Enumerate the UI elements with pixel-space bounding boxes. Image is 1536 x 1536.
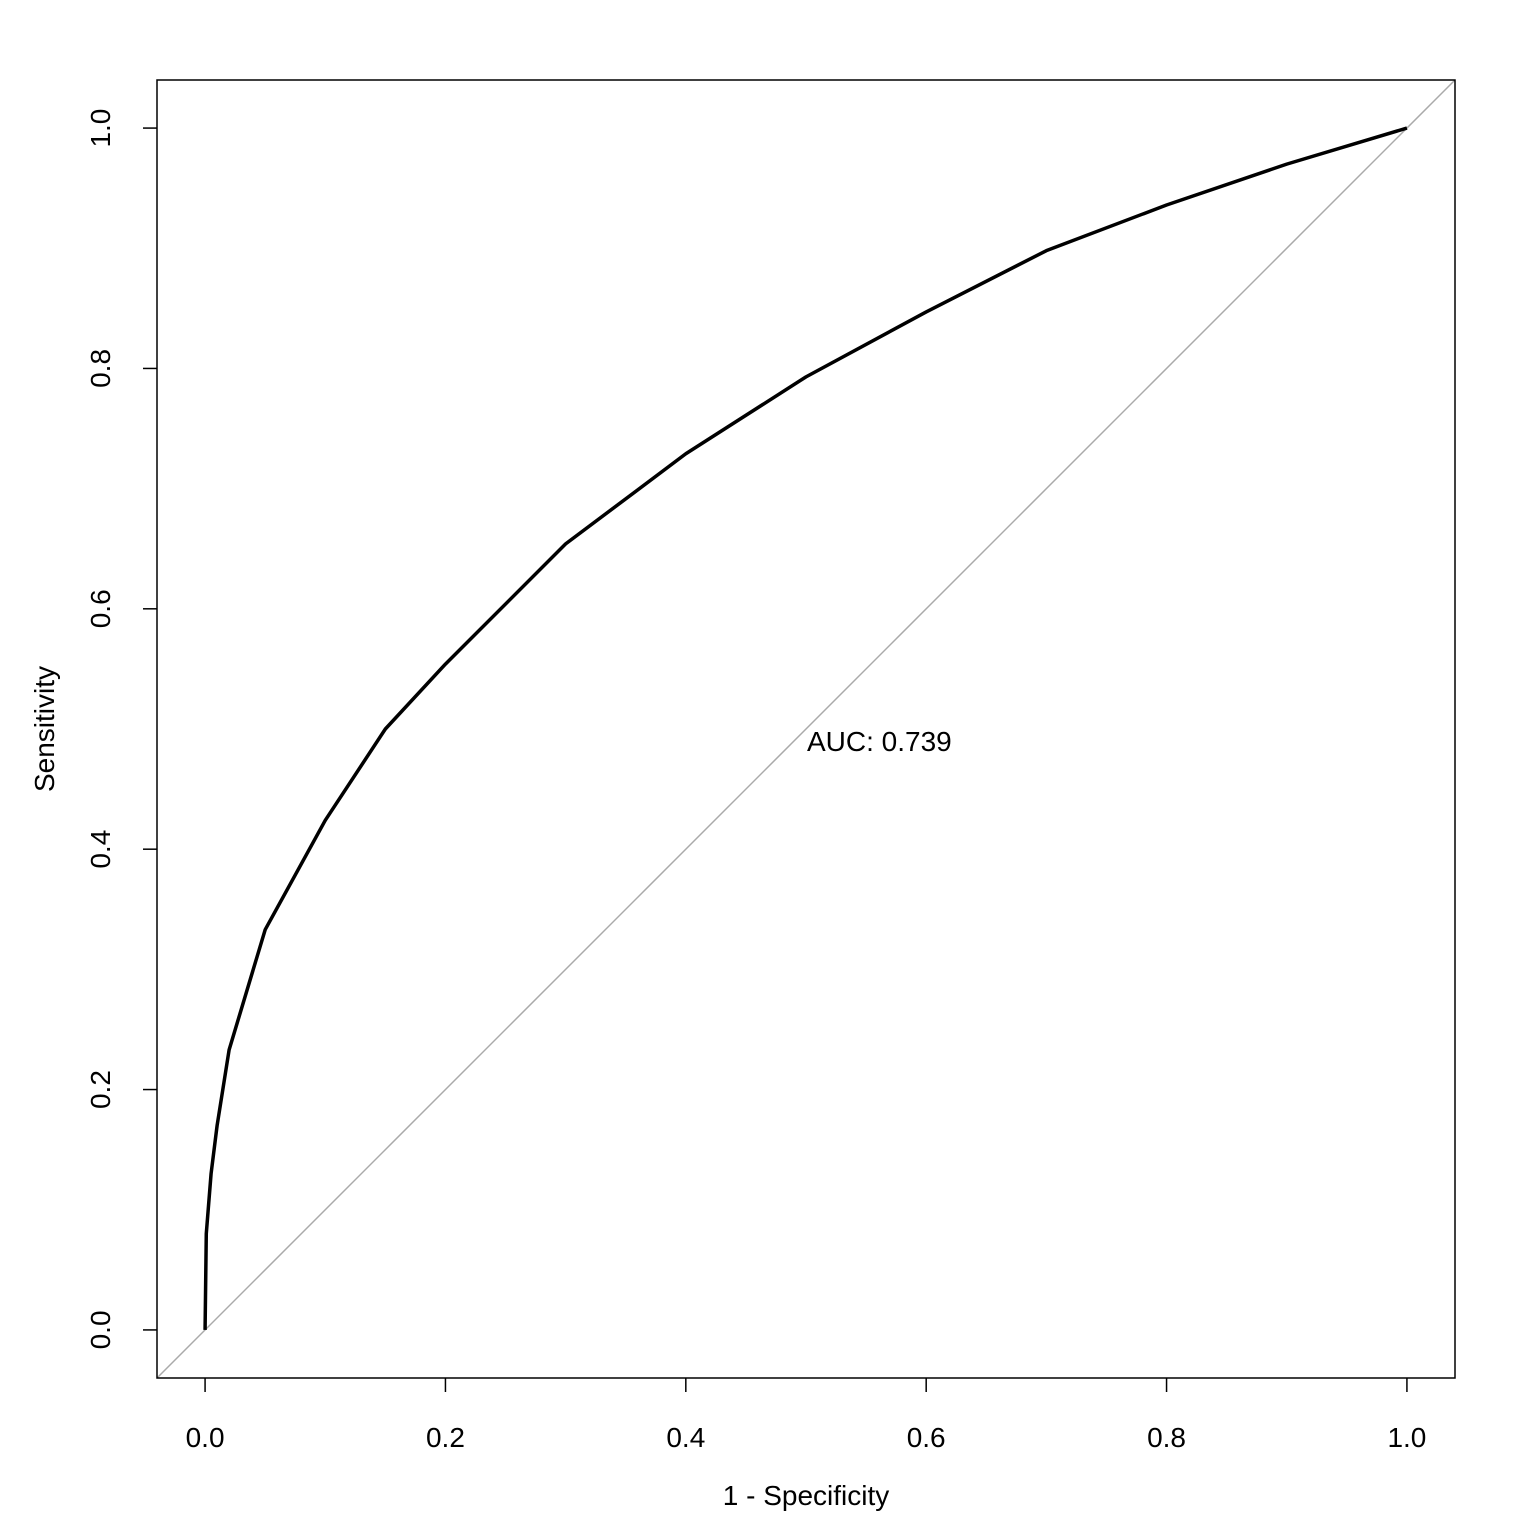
y-axis-label: Sensitivity <box>29 666 60 792</box>
x-axis-label: 1 - Specificity <box>723 1480 890 1511</box>
reference-diagonal <box>156 79 1456 1379</box>
roc-curve <box>203 126 1408 1330</box>
x-tick-label: 0.6 <box>907 1422 946 1453</box>
y-tick-label: 0.0 <box>85 1310 116 1349</box>
y-tick-label: 0.6 <box>85 589 116 628</box>
y-tick-label: 1.0 <box>85 109 116 148</box>
y-tick-label: 0.4 <box>85 830 116 869</box>
x-tick-label: 0.4 <box>666 1422 705 1453</box>
x-tick-label: 1.0 <box>1387 1422 1426 1453</box>
x-tick-label: 0.2 <box>426 1422 465 1453</box>
x-tick-label: 0.0 <box>186 1422 225 1453</box>
y-tick-label: 0.8 <box>85 349 116 388</box>
plot-frame <box>156 79 1456 1379</box>
x-tick-label: 0.8 <box>1147 1422 1186 1453</box>
y-tick-label: 0.2 <box>85 1070 116 1109</box>
annotation: AUC: 0.739 <box>807 726 952 757</box>
